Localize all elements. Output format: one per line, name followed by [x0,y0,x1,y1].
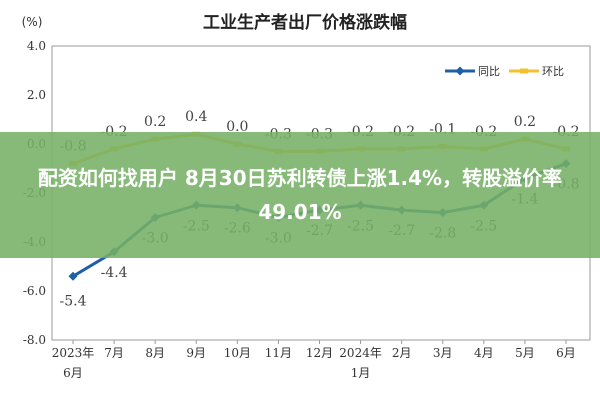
data-label-yoy: -4.4 [101,265,128,281]
chart-title: 工业生产者出厂价格涨跌幅 [203,12,407,33]
y-tick-label: -8.0 [23,333,46,347]
x-tick-label: 12月 [306,346,333,360]
x-tick-label: 2023年 [52,346,95,360]
x-tick-label: 4月 [474,346,494,360]
y-tick-label: 2.0 [27,88,46,102]
data-label-mom: 0.4 [185,109,207,125]
x-tick-label: 5月 [515,346,535,360]
x-tick-label: 8月 [145,346,165,360]
x-tick-label: 7月 [104,346,124,360]
x-tick-label: 10月 [224,346,251,360]
data-label-mom: 0.2 [144,114,166,130]
legend-swatch-marker [455,66,465,76]
legend-label: 环比 [542,65,564,78]
x-axis-ticks: 2023年 6月 7月 8月 9月 10月 11月 12月 2024年 1月 2月 3月 4月 5月 6月 [52,340,576,380]
x-tick-label: 11月 [265,346,292,360]
chart-legend: 同比 环比 [445,65,564,78]
x-tick-label: 9月 [186,346,206,360]
x-tick-label: 2月 [392,346,412,360]
data-point-yoy [68,271,78,281]
data-label-yoy: -5.4 [60,293,87,309]
x-tick-label: 2024年 [339,346,382,360]
y-axis-unit-label: (%) [22,15,43,29]
x-tick-label: 6月 [63,366,83,380]
data-label-mom: 0.0 [226,119,248,135]
x-tick-label: 6月 [556,346,576,360]
headline-text: 配资如何找用户 8月30日苏利转债上涨1.4%，转股溢价率49.01% [37,166,563,224]
headline-banner: 配资如何找用户 8月30日苏利转债上涨1.4%，转股溢价率49.01% [0,132,600,258]
y-tick-label: -6.0 [23,284,46,298]
legend-swatch-marker [520,68,528,74]
x-tick-label: 3月 [433,346,453,360]
x-tick-label: 1月 [351,366,371,380]
legend-label: 同比 [478,65,500,78]
data-label-mom: 0.2 [514,114,536,130]
y-tick-label: 4.0 [27,39,46,53]
